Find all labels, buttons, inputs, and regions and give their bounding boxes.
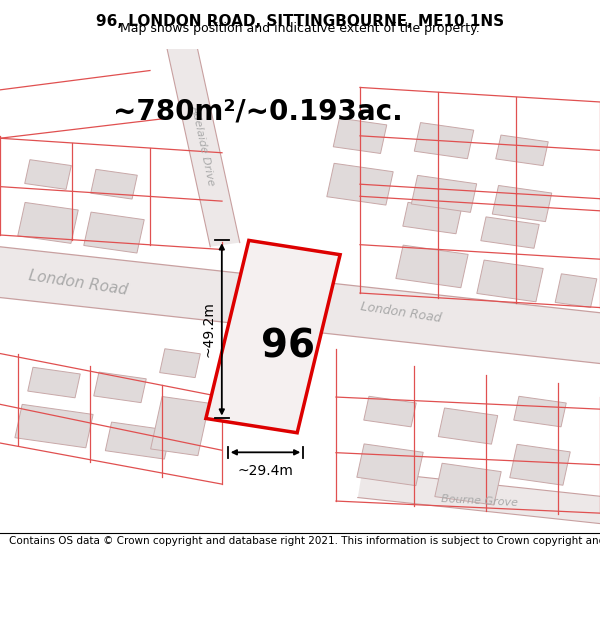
Polygon shape <box>492 186 552 222</box>
Polygon shape <box>106 422 170 459</box>
Polygon shape <box>15 404 93 448</box>
Polygon shape <box>412 176 476 213</box>
Polygon shape <box>396 245 468 288</box>
Polygon shape <box>151 396 209 456</box>
Polygon shape <box>28 368 80 398</box>
Polygon shape <box>358 471 600 527</box>
Polygon shape <box>481 217 539 248</box>
Polygon shape <box>477 260 543 302</box>
Polygon shape <box>510 444 570 485</box>
Polygon shape <box>514 396 566 427</box>
Polygon shape <box>438 408 498 444</box>
Text: London Road: London Road <box>28 269 128 298</box>
Text: London Road: London Road <box>360 300 443 325</box>
Text: 96: 96 <box>261 328 315 365</box>
Polygon shape <box>162 22 240 247</box>
Polygon shape <box>206 241 340 432</box>
Polygon shape <box>91 169 137 199</box>
Polygon shape <box>496 135 548 166</box>
Polygon shape <box>94 372 146 402</box>
Polygon shape <box>403 202 461 234</box>
Text: ~780m²/~0.193ac.: ~780m²/~0.193ac. <box>113 98 403 126</box>
Text: Adelaide Drive: Adelaide Drive <box>190 104 216 187</box>
Polygon shape <box>84 212 144 253</box>
Polygon shape <box>333 118 387 154</box>
Text: 96, LONDON ROAD, SITTINGBOURNE, ME10 1NS: 96, LONDON ROAD, SITTINGBOURNE, ME10 1NS <box>96 14 504 29</box>
Polygon shape <box>25 159 71 189</box>
Text: Bourne Grove: Bourne Grove <box>442 494 518 508</box>
Polygon shape <box>555 274 597 308</box>
Polygon shape <box>0 244 600 366</box>
Text: Contains OS data © Crown copyright and database right 2021. This information is : Contains OS data © Crown copyright and d… <box>9 536 600 546</box>
Polygon shape <box>357 444 423 486</box>
Polygon shape <box>18 202 78 243</box>
Text: ~29.4m: ~29.4m <box>238 464 293 478</box>
Polygon shape <box>327 163 393 205</box>
Polygon shape <box>435 463 501 505</box>
Text: Map shows position and indicative extent of the property.: Map shows position and indicative extent… <box>120 22 480 35</box>
Text: ~49.2m: ~49.2m <box>202 301 215 358</box>
Polygon shape <box>160 349 200 378</box>
Polygon shape <box>414 122 474 159</box>
Polygon shape <box>364 396 416 427</box>
